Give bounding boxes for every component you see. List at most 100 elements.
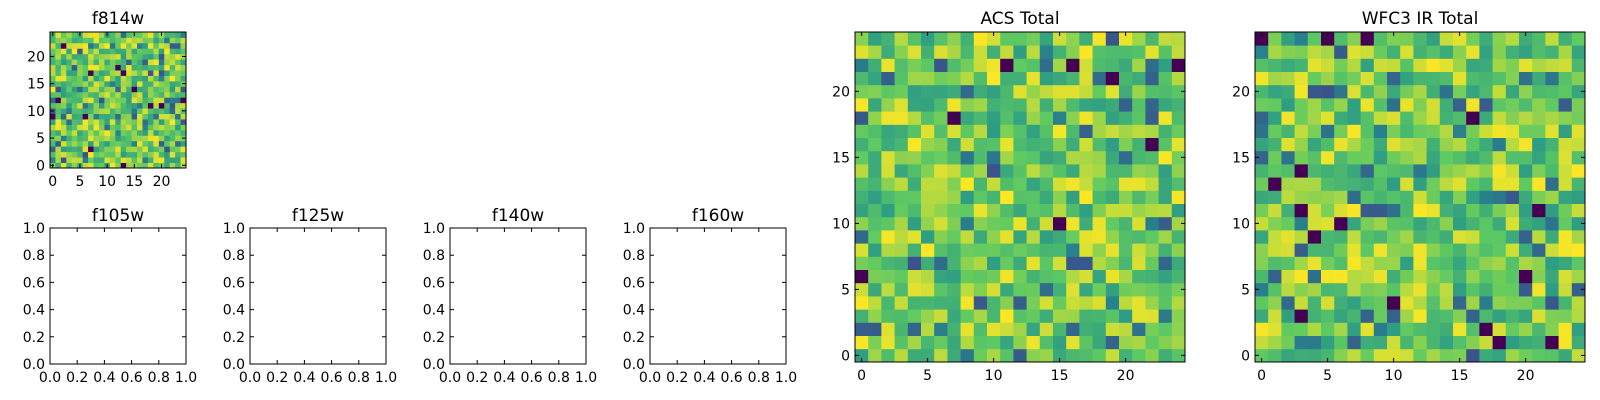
heatmap-cell	[77, 135, 84, 142]
heatmap-cell	[987, 45, 1001, 59]
heatmap-cell	[1105, 58, 1120, 72]
heatmap-cell	[71, 102, 78, 109]
heatmap-cell	[1132, 177, 1146, 191]
heatmap-cell	[1532, 71, 1546, 86]
heatmap-cell	[881, 150, 895, 165]
heatmap-cell	[1268, 282, 1282, 297]
heatmap-cell	[1439, 269, 1454, 284]
heatmap-cell	[1439, 32, 1454, 46]
heatmap-cell	[1479, 322, 1493, 336]
heatmap-cell	[66, 157, 73, 163]
heatmap-cell	[894, 177, 909, 191]
heatmap-cell	[1066, 32, 1080, 46]
heatmap-cell	[1439, 348, 1454, 363]
heatmap-cell	[1492, 322, 1507, 336]
heatmap-cell	[1268, 322, 1282, 336]
heatmap-cell	[947, 58, 961, 72]
heatmap-cell	[164, 32, 171, 38]
heatmap-cell	[1360, 296, 1375, 310]
heatmap-cell	[1360, 84, 1375, 99]
heatmap-cell	[1158, 164, 1173, 178]
heatmap-cell	[1387, 45, 1401, 59]
heatmap-cell	[1158, 348, 1173, 363]
heatmap-cell	[93, 97, 100, 104]
heatmap-cell	[1307, 137, 1322, 152]
heatmap-cell	[1013, 243, 1027, 257]
heatmap-cell	[1571, 282, 1586, 297]
heatmap-cell	[855, 111, 869, 125]
heatmap-cell	[855, 322, 869, 336]
heatmap-cell	[921, 124, 935, 138]
y-tick-label: 1.0	[223, 221, 245, 237]
heatmap-cell	[1373, 296, 1388, 310]
heatmap-cell	[1255, 98, 1269, 112]
heatmap-cell	[1053, 45, 1067, 59]
heatmap-cell	[1268, 256, 1282, 270]
heatmap-cell	[1119, 335, 1133, 350]
heatmap-cell	[1505, 111, 1520, 125]
heatmap-cell	[1268, 124, 1282, 138]
heatmap-cell	[131, 102, 138, 109]
x-tick-label: 5	[75, 174, 84, 190]
heatmap-cell	[131, 157, 138, 163]
heatmap-cell	[126, 32, 132, 38]
heatmap-cell	[98, 162, 105, 169]
heatmap-cell	[1321, 296, 1335, 310]
heatmap-cell	[1268, 216, 1282, 231]
heatmap-cell	[142, 146, 149, 153]
heatmap-cell	[1571, 230, 1586, 244]
heatmap-cell	[1426, 164, 1441, 178]
heatmap-cell	[66, 97, 73, 104]
heatmap-cell	[120, 75, 127, 82]
heatmap-cell	[126, 70, 132, 76]
heatmap-cell	[1334, 203, 1348, 218]
heatmap-cell	[158, 135, 165, 142]
heatmap-cell	[1255, 335, 1269, 350]
heatmap-cell	[1132, 282, 1146, 297]
x-tick-label: 0.8	[348, 370, 370, 386]
heatmap-cell	[1079, 309, 1093, 323]
heatmap-cell	[1347, 71, 1361, 86]
heatmap-cell	[126, 151, 132, 158]
heatmap-cell	[1294, 124, 1309, 138]
heatmap-cell	[1281, 269, 1295, 284]
heatmap-cell	[115, 157, 122, 163]
axes-frame	[649, 227, 787, 365]
heatmap-cell	[1505, 164, 1520, 178]
heatmap-cell	[1171, 203, 1186, 218]
heatmap-cell	[934, 98, 948, 112]
heatmap-cell	[960, 137, 975, 152]
heatmap-cell	[120, 64, 127, 71]
heatmap-cell	[1479, 296, 1493, 310]
heatmap-cell	[855, 216, 869, 231]
heatmap-cell	[947, 269, 961, 284]
heatmap-cell	[1558, 230, 1573, 244]
heatmap-cell	[153, 97, 160, 104]
heatmap-cell	[1053, 335, 1067, 350]
heatmap-cell	[60, 108, 67, 114]
heatmap-cell	[158, 97, 165, 104]
heatmap-cell	[1158, 177, 1173, 191]
heatmap-cell	[1307, 45, 1322, 59]
heatmap-cell	[921, 230, 935, 244]
heatmap-cell	[120, 129, 127, 136]
heatmap-cell	[921, 177, 935, 191]
heatmap-cell	[1053, 256, 1067, 270]
heatmap-cell	[1334, 256, 1348, 270]
heatmap-cell	[1039, 71, 1054, 86]
heatmap-cell	[1132, 348, 1146, 363]
heatmap-cell	[137, 151, 143, 158]
heatmap-cell	[175, 124, 181, 131]
heatmap-cell	[1453, 111, 1467, 125]
heatmap-cell	[115, 113, 122, 120]
heatmap-cell	[88, 37, 94, 44]
heatmap-cell	[1505, 230, 1520, 244]
heatmap-cell	[1132, 164, 1146, 178]
heatmap-cell	[1013, 32, 1027, 46]
heatmap-cell	[1439, 84, 1454, 99]
heatmap-cell	[109, 124, 116, 131]
heatmap-cell	[1453, 45, 1467, 59]
heatmap-cell	[1453, 32, 1467, 46]
heatmap-cell	[1387, 296, 1401, 310]
heatmap-cell	[1013, 322, 1027, 336]
